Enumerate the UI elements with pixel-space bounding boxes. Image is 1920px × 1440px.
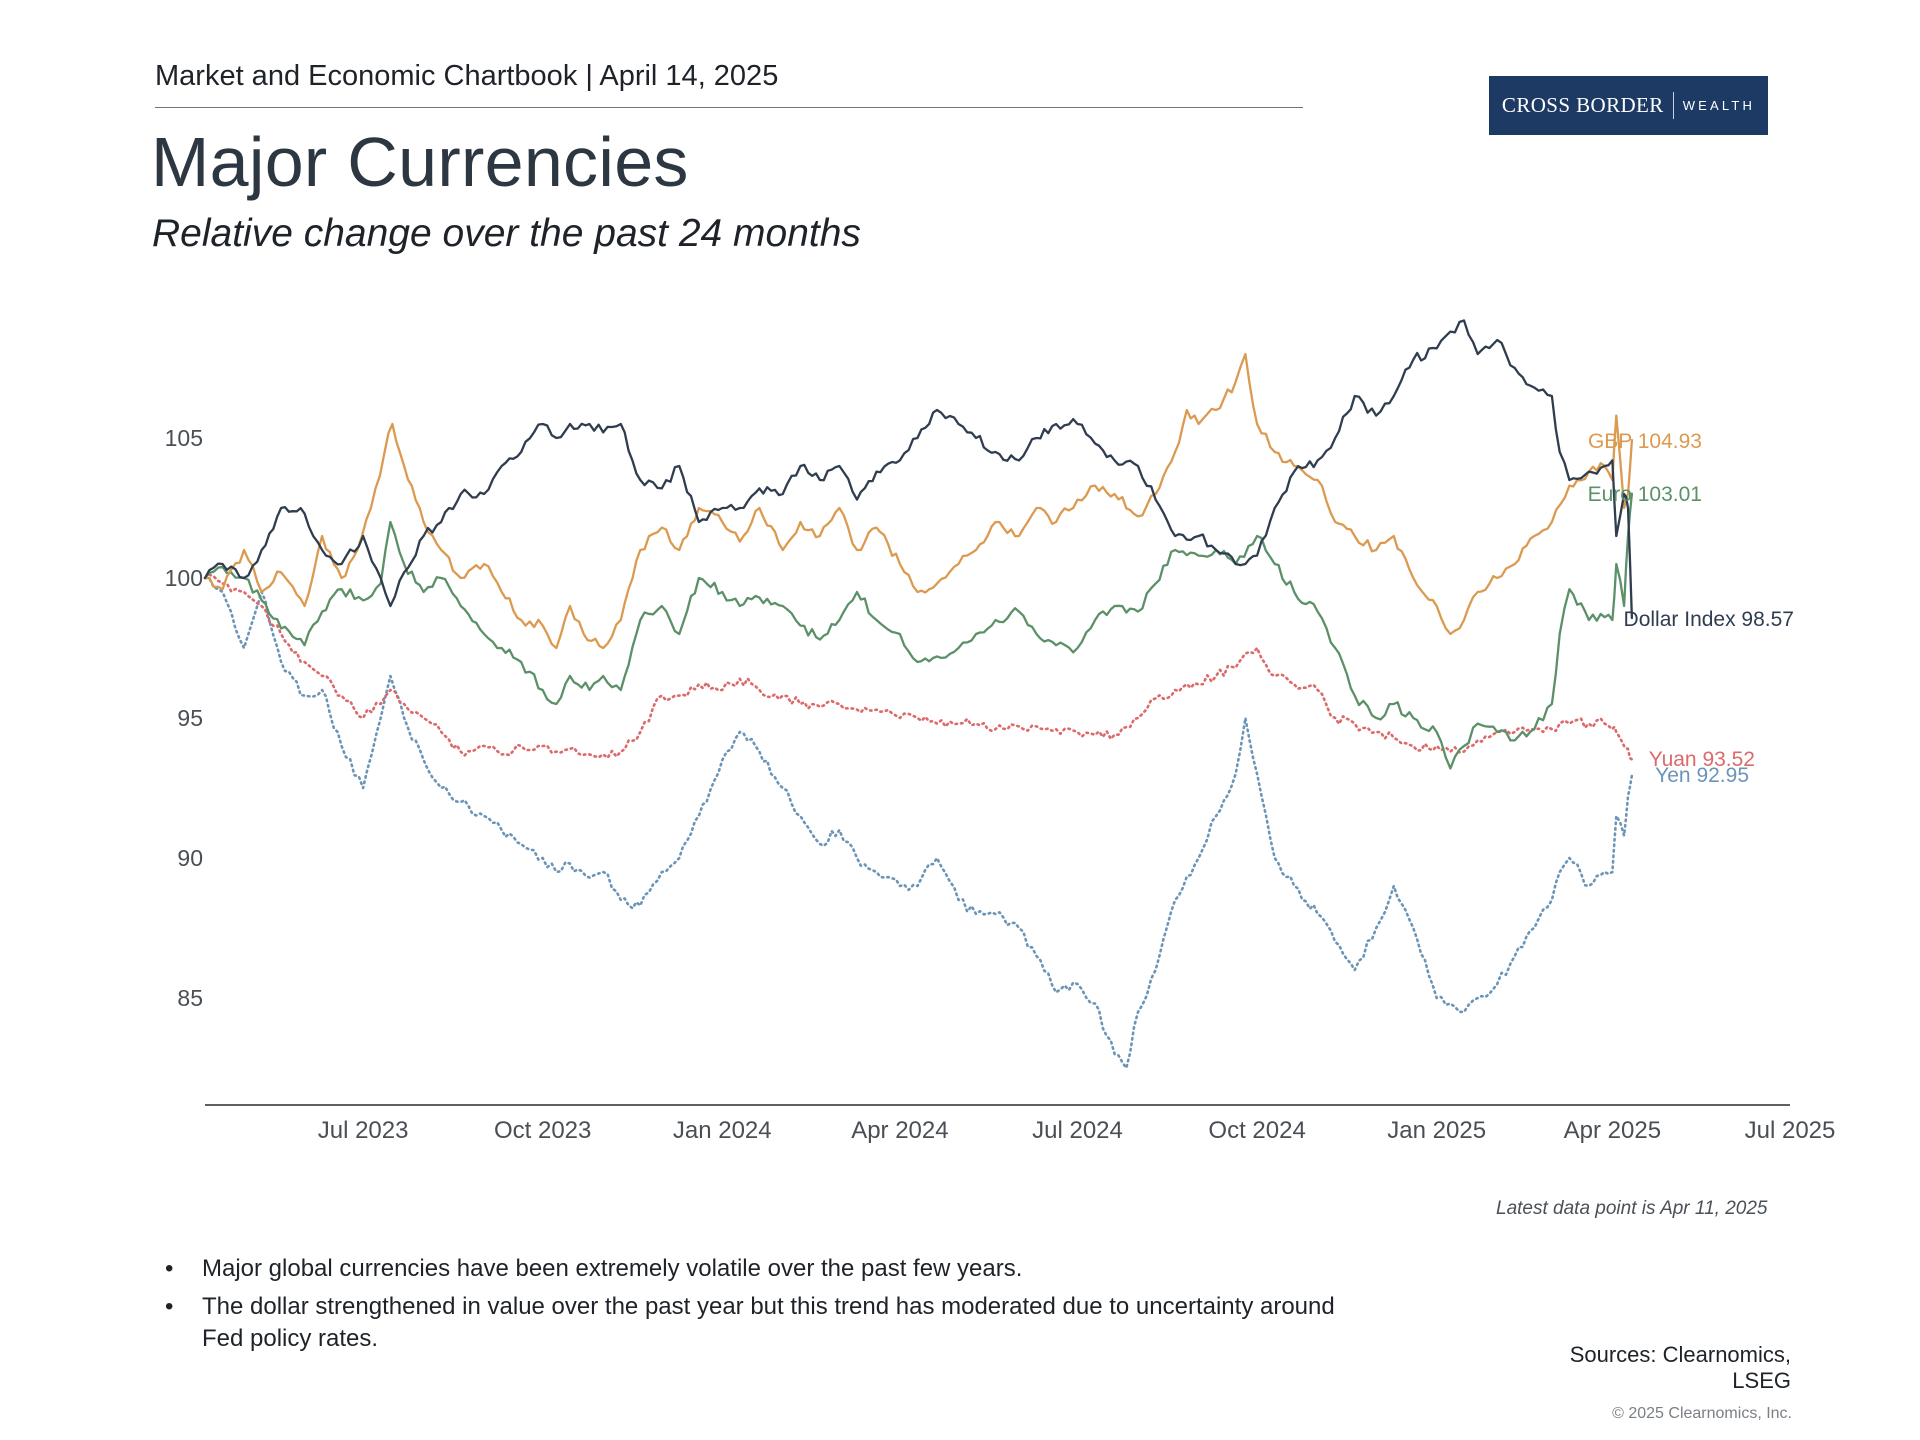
latest-data-note: Latest data point is Apr 11, 2025 xyxy=(1496,1198,1768,1219)
yuan-series-line xyxy=(203,573,1634,761)
logo-main-text: CROSS BORDER xyxy=(1501,93,1664,117)
currency-line-chart: 85 90 95 100 105 Jul 2023 Oct 2023 Jan 2024 Apr … xyxy=(165,319,1836,1144)
x-tick-label: Jul 2023 xyxy=(318,1117,409,1144)
brand-logo: CROSS BORDER WEALTH xyxy=(1489,76,1768,135)
sources-credit: Sources: Clearnomics, LSEG xyxy=(1569,1342,1791,1393)
yen-end-label: Yen 92.95 xyxy=(1655,764,1749,787)
y-tick-label: 95 xyxy=(177,705,203,731)
x-tick-label: Jan 2025 xyxy=(1387,1117,1486,1144)
bullet-item: • Major global currencies have been extr… xyxy=(165,1253,1345,1285)
chart-end-labels: GBP 104.93 Euro 103.01 Dollar Index 98.57 Y… xyxy=(1588,430,1794,787)
dollar-series-line xyxy=(203,319,1634,620)
chart-axes: 85 90 95 100 105 Jul 2023 Oct 2023 Jan 2024 Apr … xyxy=(165,425,1836,1144)
bullet-text: The dollar strengthened in value over th… xyxy=(202,1293,1335,1352)
bullet-marker: • xyxy=(165,1255,174,1282)
x-tick-label: Jan 2024 xyxy=(673,1117,772,1144)
bullet-item: • The dollar strengthened in value over … xyxy=(165,1291,1345,1355)
yen-series-line xyxy=(203,576,1634,1070)
x-tick-label: Jul 2025 xyxy=(1745,1117,1836,1144)
euro-end-label: Euro 103.01 xyxy=(1588,483,1702,506)
logo-sub-text: WEALTH xyxy=(1682,98,1756,113)
gbp-end-label: GBP 104.93 xyxy=(1588,430,1702,453)
copyright-text: © 2025 Clearnomics, Inc. xyxy=(1612,1405,1792,1422)
header-divider xyxy=(155,107,1303,108)
chartbook-header: Market and Economic Chartbook | April 14… xyxy=(155,60,779,92)
x-tick-label: Oct 2023 xyxy=(494,1117,591,1144)
dollar-end-label: Dollar Index 98.57 xyxy=(1624,608,1794,631)
y-tick-label: 100 xyxy=(165,565,203,591)
bullet-text: Major global currencies have been extrem… xyxy=(202,1255,1023,1282)
x-tick-label: Jul 2024 xyxy=(1032,1117,1123,1144)
y-tick-label: 105 xyxy=(165,425,203,451)
bullet-marker: • xyxy=(165,1293,174,1320)
bullet-list: • Major global currencies have been extr… xyxy=(165,1253,1345,1361)
gbp-series-line xyxy=(203,352,1634,650)
logo-separator xyxy=(1672,92,1674,119)
x-tick-label: Apr 2024 xyxy=(851,1117,948,1144)
yuan-end-label: Yuan 93.52 xyxy=(1649,748,1755,771)
page-subtitle: Relative change over the past 24 months xyxy=(152,212,861,255)
chart-series-lines xyxy=(203,319,1634,1070)
x-tick-label: Oct 2024 xyxy=(1208,1117,1305,1144)
y-tick-label: 85 xyxy=(177,985,203,1011)
euro-series-line xyxy=(203,492,1634,770)
y-tick-label: 90 xyxy=(177,845,203,871)
page-title: Major Currencies xyxy=(151,123,689,201)
x-tick-label: Apr 2025 xyxy=(1564,1117,1661,1144)
